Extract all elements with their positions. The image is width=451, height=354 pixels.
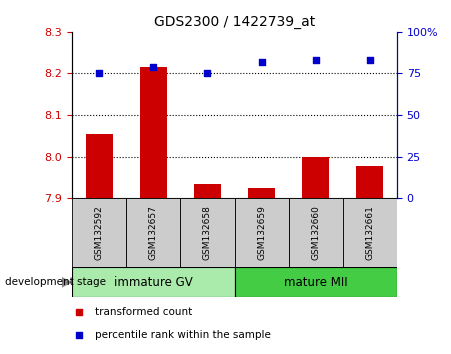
Polygon shape bbox=[62, 277, 72, 287]
FancyBboxPatch shape bbox=[289, 198, 343, 267]
Bar bbox=[140, 67, 167, 198]
FancyBboxPatch shape bbox=[72, 267, 235, 297]
Point bbox=[150, 64, 157, 70]
Text: development stage: development stage bbox=[5, 277, 106, 287]
Text: GSM132658: GSM132658 bbox=[203, 205, 212, 260]
Text: GSM132661: GSM132661 bbox=[365, 205, 374, 260]
Text: GSM132657: GSM132657 bbox=[149, 205, 158, 260]
Text: GSM132659: GSM132659 bbox=[257, 205, 266, 260]
Point bbox=[96, 71, 103, 76]
Point bbox=[258, 59, 265, 65]
Bar bbox=[86, 134, 113, 198]
Bar bbox=[248, 188, 275, 198]
Text: mature MII: mature MII bbox=[284, 276, 348, 289]
FancyBboxPatch shape bbox=[343, 198, 397, 267]
Point bbox=[312, 57, 319, 63]
Text: GSM132592: GSM132592 bbox=[95, 205, 104, 260]
Text: transformed count: transformed count bbox=[95, 307, 192, 318]
Text: percentile rank within the sample: percentile rank within the sample bbox=[95, 330, 271, 341]
FancyBboxPatch shape bbox=[180, 198, 235, 267]
Point bbox=[75, 333, 82, 338]
Title: GDS2300 / 1422739_at: GDS2300 / 1422739_at bbox=[154, 16, 315, 29]
FancyBboxPatch shape bbox=[235, 198, 289, 267]
Bar bbox=[356, 166, 383, 198]
Text: GSM132660: GSM132660 bbox=[311, 205, 320, 260]
Point bbox=[366, 57, 373, 63]
Point bbox=[204, 71, 211, 76]
Bar bbox=[302, 158, 329, 198]
Text: immature GV: immature GV bbox=[114, 276, 193, 289]
FancyBboxPatch shape bbox=[72, 198, 126, 267]
Point bbox=[75, 309, 82, 315]
FancyBboxPatch shape bbox=[126, 198, 180, 267]
Bar bbox=[194, 184, 221, 198]
FancyBboxPatch shape bbox=[235, 267, 397, 297]
